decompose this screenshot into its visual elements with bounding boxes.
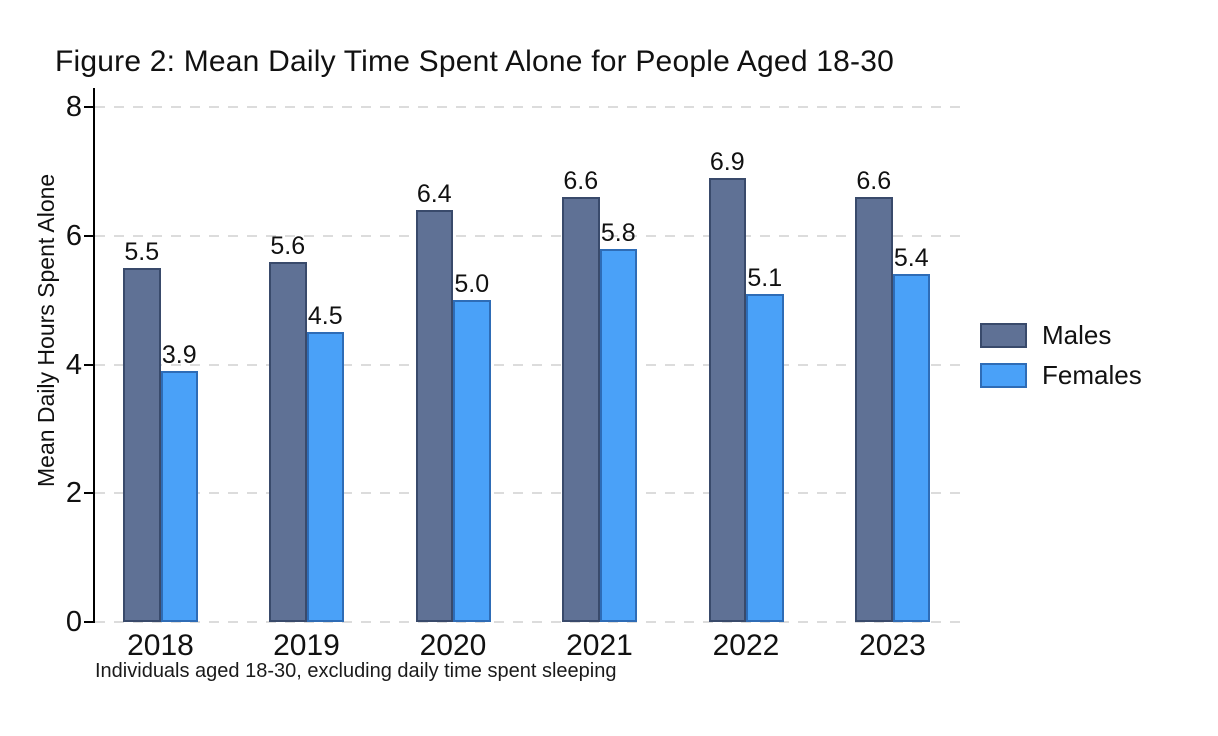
x-tick-label-2021: 2021	[566, 629, 633, 662]
gridline-y-0	[95, 621, 963, 623]
females-bar-2019	[306, 332, 344, 622]
gridline-y-4	[95, 363, 963, 366]
y-tick-4	[84, 363, 95, 366]
males-bar-value-2023: 6.6	[856, 167, 892, 196]
males-bar-2020	[415, 210, 453, 622]
y-axis-line	[93, 88, 95, 623]
legend-item-males: Males	[980, 320, 1142, 351]
legend-label-females: Females	[1042, 360, 1142, 390]
chart-title: Figure 2: Mean Daily Time Spent Alone fo…	[55, 45, 894, 78]
females-bar-value-2023: 5.4	[893, 244, 929, 273]
x-tick-label-2023: 2023	[859, 629, 926, 662]
males-bar-value-2018: 5.5	[124, 237, 160, 266]
males-bar-2021	[562, 197, 600, 622]
y-tick-label-6: 6	[65, 219, 82, 252]
legend-swatch-males-icon	[980, 323, 1027, 348]
males-bar-2019	[269, 261, 307, 622]
y-tick-label-2: 2	[65, 477, 82, 510]
females-bar-2021	[599, 248, 637, 622]
gridline-y-2	[95, 492, 963, 495]
y-tick-6	[84, 234, 95, 237]
legend-swatch-females-icon	[980, 363, 1027, 388]
legend: Males Females	[980, 320, 1142, 400]
males-bar-2018	[123, 267, 161, 622]
y-tick-label-8: 8	[65, 91, 82, 123]
females-bar-value-2020: 5.0	[454, 270, 490, 299]
y-tick-label-0: 0	[65, 606, 82, 638]
males-bar-value-2021: 6.6	[563, 167, 599, 196]
y-tick-8	[84, 106, 95, 108]
females-bar-value-2018: 3.9	[161, 340, 197, 369]
x-tick-label-2020: 2020	[419, 629, 487, 662]
males-bar-2022	[708, 177, 746, 622]
females-bar-value-2022: 5.1	[747, 263, 783, 292]
legend-item-females: Females	[980, 360, 1142, 391]
chart-footnote: Individuals aged 18-30, excluding daily …	[95, 660, 617, 682]
males-bar-value-2020: 6.4	[416, 180, 452, 208]
females-bar-2020	[453, 300, 491, 622]
males-bar-value-2019: 5.6	[270, 231, 306, 260]
females-bar-value-2019: 4.5	[307, 302, 343, 331]
legend-label-males: Males	[1042, 320, 1112, 350]
gridline-y-8	[95, 106, 963, 108]
females-bar-2022	[746, 293, 784, 622]
males-bar-2023	[855, 197, 893, 622]
females-bar-2023	[892, 274, 930, 622]
y-tick-0	[84, 621, 95, 623]
males-bar-value-2022: 6.9	[709, 147, 745, 176]
y-tick-2	[84, 492, 95, 495]
y-tick-label-4: 4	[65, 348, 82, 381]
x-tick-label-2019: 2019	[273, 629, 340, 662]
x-tick-label-2022: 2022	[712, 629, 780, 662]
females-bar-2018	[160, 370, 198, 622]
x-tick-label-2018: 2018	[127, 629, 194, 662]
gridline-y-6	[95, 234, 963, 237]
females-bar-value-2021: 5.8	[600, 218, 636, 247]
